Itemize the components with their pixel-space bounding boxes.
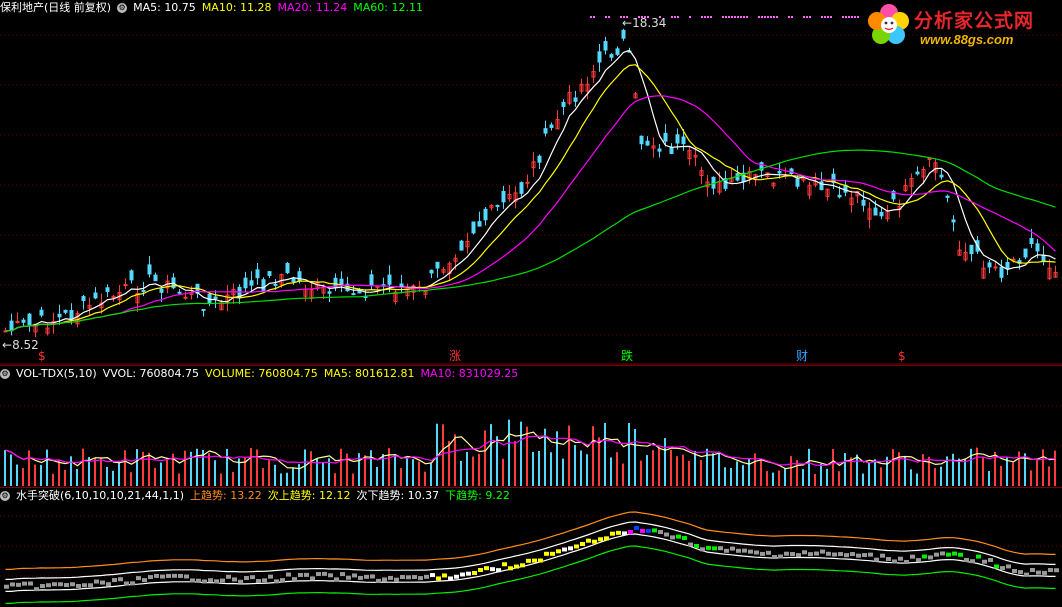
upper-trend-label: 上趋势: 13.22 — [190, 489, 262, 502]
ma60-label: MA60: 12.11 — [353, 1, 423, 14]
event-marker[interactable]: 跌 — [621, 349, 634, 363]
event-marker[interactable]: 财 — [796, 349, 809, 363]
vol-ma5-line — [5, 431, 1056, 470]
sub-lower-trend-line — [5, 533, 1056, 593]
gear-icon[interactable]: ⚙ — [117, 3, 128, 13]
low-price-label: ←8.52 — [2, 338, 39, 352]
gear-icon[interactable]: ⚙ — [0, 369, 10, 379]
price-chart-canvas[interactable] — [0, 0, 1062, 365]
ma10-line — [5, 64, 1056, 332]
watermark-logo: 分析家公式网 www.88gs.com — [864, 2, 1054, 52]
volume-chart-canvas[interactable] — [0, 366, 1062, 488]
ma20-line — [5, 95, 1056, 332]
volume-header: ⚙ VOL-TDX(5,10) VVOL: 760804.75 VOLUME: 760… — [0, 366, 524, 381]
volume-bars — [4, 419, 1056, 486]
sub-upper-trend-line — [5, 521, 1056, 581]
ma5-line — [5, 49, 1056, 332]
stock-title: 保利地产(日线 前复权) — [0, 1, 112, 14]
trend-step-blocks — [4, 525, 1059, 592]
ma60-line — [5, 149, 1056, 332]
volume-grid — [0, 405, 1062, 447]
lower-trend-line — [5, 545, 1056, 605]
price-chart-pane[interactable]: 保利地产(日线 前复权) ⚙ MA5: 10.75 MA10: 11.28 MA20: … — [0, 0, 1062, 365]
vvol-label: VVOL: 760804.75 — [102, 367, 200, 380]
trend-grid — [0, 515, 1062, 577]
trend-chart-canvas[interactable] — [0, 488, 1062, 607]
trend-header: ⚙ 水手突破(6,10,10,10,21,44,1,1) 上趋势: 13.22 次上趋… — [0, 488, 516, 503]
watermark-url: www.88gs.com — [920, 32, 1014, 47]
upper-trend-line — [5, 511, 1056, 571]
candlesticks — [3, 28, 1058, 338]
vol-ma10-line — [5, 435, 1056, 467]
gear-icon[interactable]: ⚙ — [0, 491, 10, 501]
lower-trend-label: 下趋势: 9.22 — [445, 489, 510, 502]
volume-label: VOLUME: 760804.75 — [205, 367, 318, 380]
high-price-label: ←18.34 — [622, 16, 667, 30]
sub-upper-trend-label: 次上趋势: 12.12 — [267, 489, 351, 502]
ma10-label: MA10: 11.28 — [201, 1, 272, 14]
ma20-label: MA20: 11.24 — [277, 1, 348, 14]
volume-indicator-title: VOL-TDX(5,10) — [16, 367, 97, 380]
event-marker[interactable]: $ — [898, 349, 906, 363]
sub-lower-trend-label: 次下趋势: 10.37 — [356, 489, 440, 502]
vol-ma10-label: MA10: 831029.25 — [420, 367, 519, 380]
price-grid — [0, 34, 1062, 336]
watermark-title: 分析家公式网 — [914, 10, 1035, 32]
trend-indicator-pane[interactable]: ⚙ 水手突破(6,10,10,10,21,44,1,1) 上趋势: 13.22 次上趋… — [0, 487, 1062, 607]
price-header: 保利地产(日线 前复权) ⚙ MA5: 10.75 MA10: 11.28 MA20: … — [0, 0, 429, 15]
event-marker[interactable]: $ — [38, 349, 46, 363]
volume-chart-pane[interactable]: ⚙ VOL-TDX(5,10) VVOL: 760804.75 VOLUME: 760… — [0, 365, 1062, 488]
flower-logo-icon — [868, 4, 909, 44]
vol-ma5-label: MA5: 801612.81 — [323, 367, 415, 380]
trend-indicator-title: 水手突破(6,10,10,10,21,44,1,1) — [16, 489, 185, 502]
event-marker[interactable]: 涨 — [449, 349, 462, 363]
ma5-label: MA5: 10.75 — [133, 1, 196, 14]
